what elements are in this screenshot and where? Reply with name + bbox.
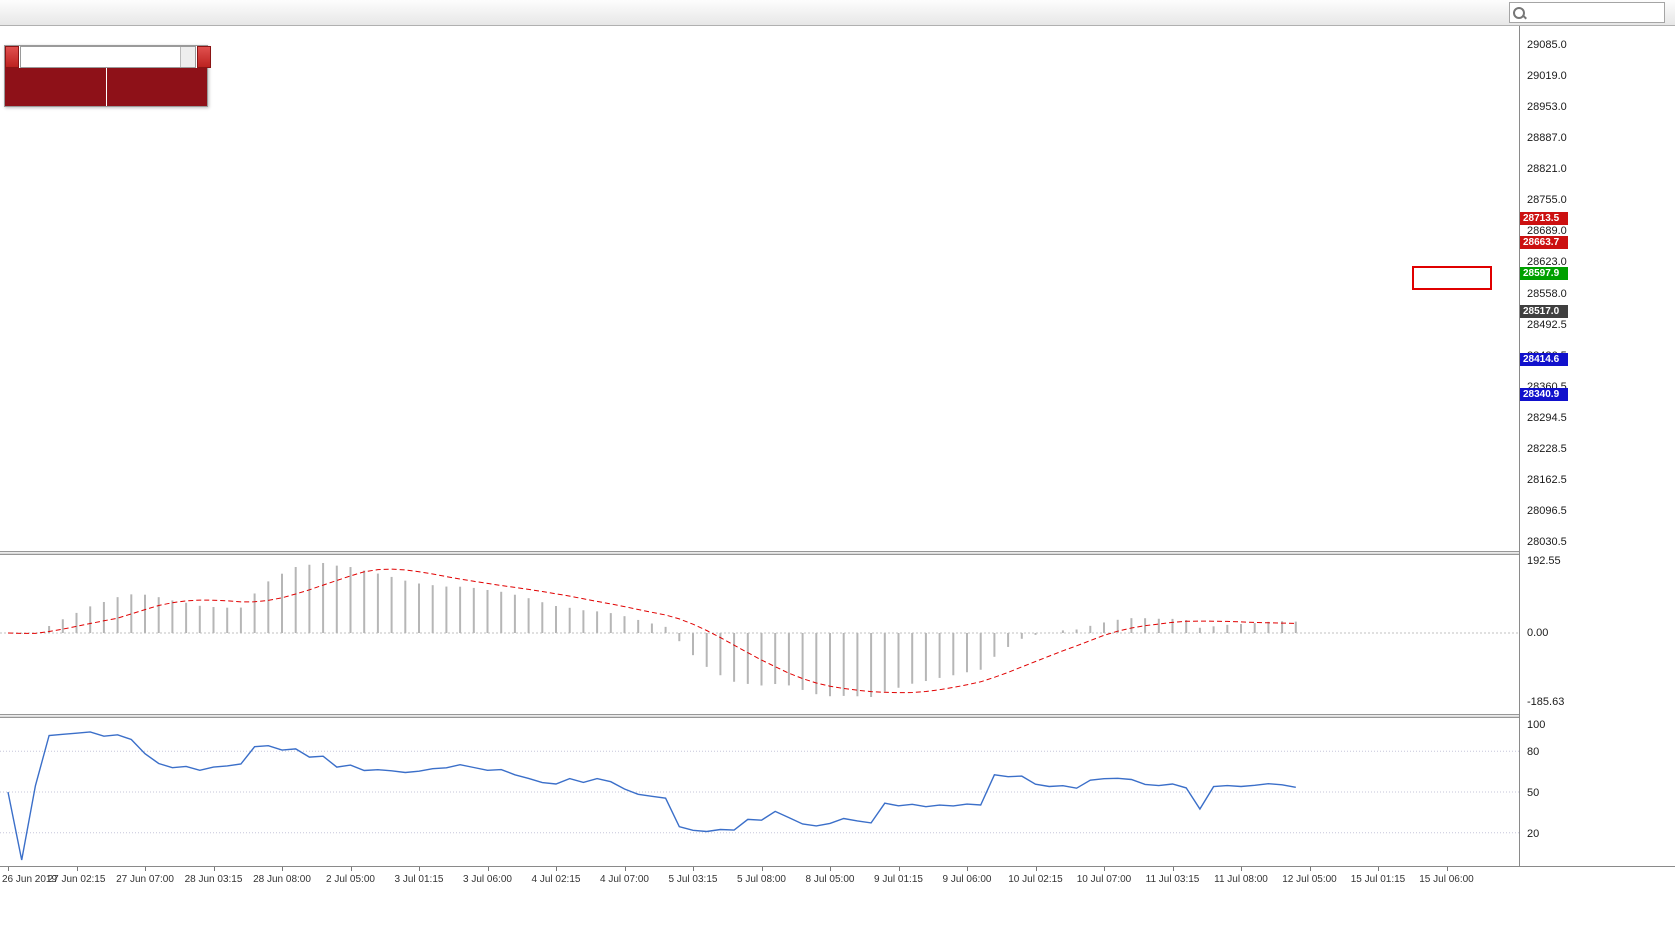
- current-price-chip: 28517.0: [1520, 304, 1568, 318]
- time-axis-label: 9 Jul 06:00: [942, 874, 992, 885]
- time-axis-label: 12 Jul 05:00: [1282, 874, 1337, 885]
- time-axis-label: 8 Jul 05:00: [805, 874, 855, 885]
- price-tick-label: 28162.5: [1527, 473, 1567, 486]
- time-axis-label: 11 Jul 03:15: [1145, 874, 1200, 885]
- panel-divider[interactable]: [0, 714, 1675, 718]
- time-axis-tick: [556, 867, 557, 871]
- search-input[interactable]: [1528, 5, 1658, 20]
- price-tick-label: 28558.0: [1527, 287, 1567, 300]
- price-tick-label: 28623.0: [1527, 256, 1567, 269]
- time-axis-label: 5 Jul 08:00: [737, 874, 786, 885]
- time-axis-tick: [350, 867, 352, 871]
- time-axis-tick: [898, 867, 900, 871]
- volume-box: [20, 46, 196, 68]
- buy-price[interactable]: [106, 68, 207, 106]
- sell-button[interactable]: [5, 46, 19, 68]
- rsi-panel-canvas[interactable]: [0, 718, 1519, 866]
- price-level-chip: 28663.7: [1520, 235, 1568, 249]
- volume-input[interactable]: [21, 47, 180, 67]
- time-axis-label: 2 Jul 05:00: [326, 874, 375, 885]
- macd-scale-label: -185.63: [1527, 696, 1565, 709]
- time-axis-tick: [693, 867, 694, 871]
- time-axis-label: 15 Jul 06:00: [1419, 874, 1474, 885]
- time-axis-tick: [76, 867, 78, 871]
- time-axis-label: 4 Jul 02:15: [531, 874, 581, 885]
- time-axis-label: 27 Jun 02:15: [47, 874, 106, 885]
- price-tick-label: 28755.0: [1527, 194, 1567, 207]
- time-axis-label: 5 Jul 03:15: [668, 874, 718, 885]
- price-tick-label: 29085.0: [1527, 39, 1567, 51]
- price-tick-label: 28294.5: [1527, 411, 1567, 424]
- volume-down-icon[interactable]: [181, 57, 195, 67]
- rsi-scale-label: 50: [1527, 787, 1540, 799]
- time-axis-label: 28 Jun 03:15: [184, 874, 243, 885]
- rsi-scale-label: 80: [1527, 746, 1540, 759]
- price-tick-label: 28030.5: [1527, 536, 1567, 548]
- rsi-scale-label: 20: [1527, 827, 1540, 840]
- time-axis-tick: [1035, 867, 1037, 871]
- time-axis-tick: [1446, 867, 1448, 871]
- time-axis-tick: [761, 867, 763, 871]
- price-tick-label: 29019.0: [1527, 70, 1567, 83]
- one-click-trading-widget: [4, 45, 211, 107]
- time-axis-label: 10 Jul 07:00: [1076, 874, 1132, 885]
- time-axis-tick: [1309, 867, 1311, 871]
- time-axis-label: 11 Jul 08:00: [1214, 874, 1268, 885]
- macd-panel-canvas[interactable]: [0, 555, 1519, 714]
- time-axis-tick: [624, 867, 626, 871]
- time-axis-tick: [487, 867, 489, 871]
- macd-scale-label: 0.00: [1527, 627, 1549, 639]
- time-axis-tick: [1241, 867, 1242, 871]
- time-axis-tick: [213, 867, 215, 871]
- time-axis-label: 4 Jul 07:00: [600, 874, 649, 885]
- time-axis-tick: [1104, 867, 1105, 871]
- buy-button[interactable]: [197, 46, 211, 68]
- price-level-chip: 28713.5: [1520, 212, 1568, 226]
- volume-up-icon[interactable]: [181, 47, 195, 57]
- candlestick-chart-canvas[interactable]: [0, 26, 1519, 551]
- time-axis-tick: [830, 867, 831, 871]
- price-tick-label: 28821.0: [1527, 163, 1567, 176]
- price-level-chip: 28414.6: [1520, 352, 1568, 366]
- price-level-chip: 28340.9: [1520, 387, 1568, 401]
- time-axis-label: 27 Jun 07:00: [116, 874, 174, 885]
- time-axis-tick: [1378, 867, 1379, 871]
- time-axis-label: 28 Jun 08:00: [253, 874, 311, 885]
- price-axis[interactable]: 29085.0 29019.0 28953.0 28887.0 28821.0 28755…: [1519, 26, 1675, 866]
- time-axis-label: 26 Jun 2019: [2, 874, 58, 885]
- price-tick-label: 28096.5: [1527, 504, 1567, 517]
- price-level-chip: 28597.9: [1520, 266, 1568, 280]
- price-tick-label: 28492.5: [1527, 318, 1567, 331]
- macd-scale-label: 192.55: [1527, 555, 1561, 568]
- time-axis-label: 3 Jul 01:15: [394, 874, 444, 885]
- main-toolbar: [0, 0, 1675, 26]
- time-axis-tick: [419, 867, 420, 871]
- toolbar-search: [1509, 2, 1665, 23]
- time-axis-label: 10 Jul 02:15: [1008, 874, 1063, 885]
- volume-stepper: [180, 47, 195, 67]
- time-axis-label: 3 Jul 06:00: [463, 874, 512, 885]
- rsi-scale-label: 100: [1527, 719, 1546, 731]
- time-axis[interactable]: 26 Jun 2019 27 Jun 02:15 27 Jun 07:00 28 Ju…: [0, 866, 1675, 892]
- time-axis-label: 15 Jul 01:15: [1350, 874, 1406, 885]
- time-axis-tick: [145, 867, 146, 871]
- panel-divider[interactable]: [0, 551, 1675, 555]
- time-axis-label: 9 Jul 01:15: [874, 874, 923, 885]
- time-axis-tick: [8, 867, 9, 871]
- time-axis-tick: [282, 867, 283, 871]
- price-tick-label: 28887.0: [1527, 132, 1567, 145]
- price-tick-label: 28689.0: [1527, 225, 1567, 238]
- price-tick-label: 28228.5: [1527, 442, 1567, 455]
- price-tick-label: 28953.0: [1527, 101, 1567, 114]
- search-icon: [1513, 6, 1525, 19]
- price-callout-label[interactable]: [1412, 266, 1492, 290]
- sell-price[interactable]: [5, 68, 106, 106]
- time-axis-tick: [1172, 867, 1174, 871]
- time-axis-tick: [967, 867, 968, 871]
